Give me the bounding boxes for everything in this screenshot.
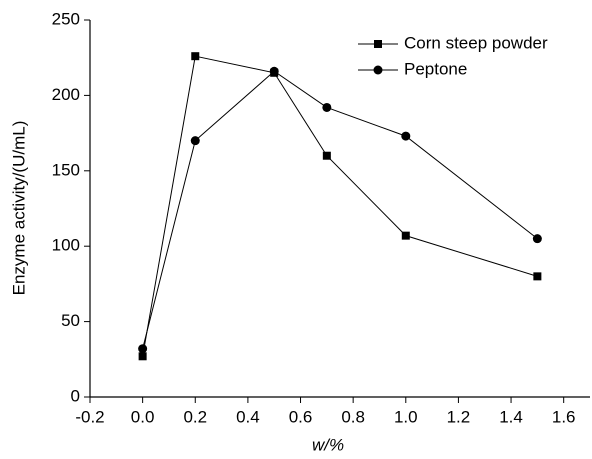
x-tick-label: 0.6 — [289, 407, 313, 426]
x-tick-label: 1.4 — [499, 407, 523, 426]
data-point — [138, 344, 148, 354]
data-point — [532, 234, 542, 244]
data-point — [269, 66, 279, 76]
x-tick-label: 1.2 — [447, 407, 471, 426]
data-point — [138, 352, 147, 361]
data-point — [533, 272, 542, 281]
x-axis-label: w/% — [312, 435, 344, 454]
x-tick-label: 1.0 — [394, 407, 418, 426]
legend-label: Peptone — [404, 59, 467, 78]
data-point — [190, 136, 200, 146]
y-axis-label: Enzyme activity/(U/mL) — [9, 121, 28, 296]
data-point — [322, 151, 331, 160]
y-tick-label: 50 — [61, 311, 80, 330]
y-tick-label: 0 — [71, 386, 80, 405]
y-tick-label: 150 — [52, 160, 80, 179]
legend-marker — [373, 65, 383, 75]
y-tick-label: 250 — [52, 9, 80, 28]
x-tick-label: -0.2 — [75, 407, 104, 426]
legend-marker — [374, 40, 382, 48]
y-tick-label: 100 — [52, 236, 80, 255]
x-tick-label: 1.6 — [552, 407, 576, 426]
x-tick-label: 0.2 — [183, 407, 207, 426]
data-point — [401, 231, 410, 240]
data-point — [191, 52, 200, 61]
data-point — [401, 131, 411, 141]
x-tick-label: 0.8 — [341, 407, 365, 426]
series-line — [142, 70, 538, 349]
x-tick-label: 0.4 — [236, 407, 260, 426]
x-tick-label: 0.0 — [131, 407, 155, 426]
legend-label: Corn steep powder — [404, 33, 548, 52]
y-tick-label: 200 — [52, 85, 80, 104]
data-point — [322, 102, 332, 112]
series-line — [142, 55, 538, 357]
